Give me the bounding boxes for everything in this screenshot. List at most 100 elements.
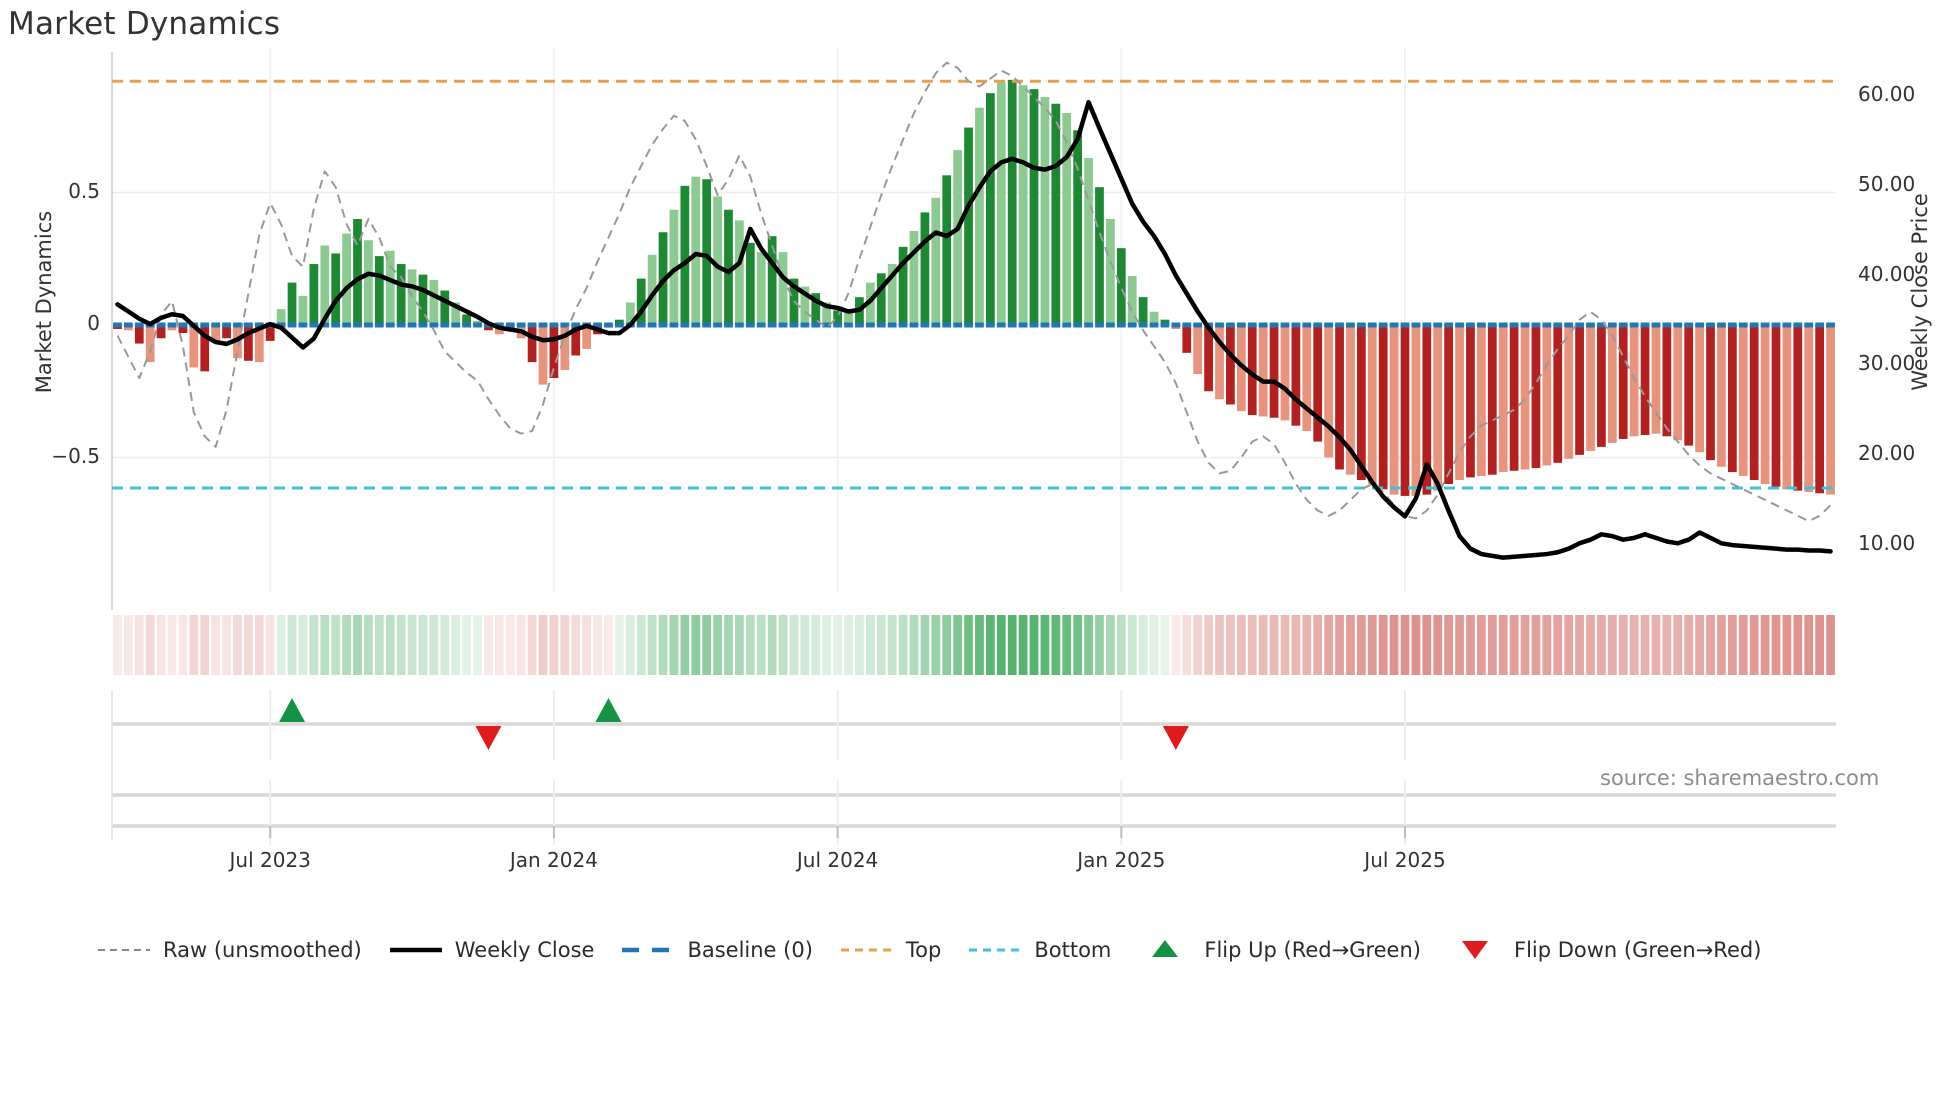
dynamics-bar <box>1487 325 1497 475</box>
heat-strip-cell <box>1193 615 1203 675</box>
heat-strip-cell <box>1727 615 1737 675</box>
dynamics-bar <box>244 325 253 361</box>
heat-strip-cell <box>309 615 319 675</box>
heat-strip-cell <box>713 615 722 675</box>
legend-item-label: Flip Down (Green→Red) <box>1513 938 1762 962</box>
heat-strip-cell <box>1586 615 1595 675</box>
dynamics-bar <box>1411 325 1421 496</box>
y2-axis-tick-label: 50.00 <box>1858 171 1916 196</box>
legend-item[interactable]: Flip Up (Red→Green) <box>1137 938 1421 962</box>
dynamics-bar <box>1007 79 1017 325</box>
dynamics-bar <box>1029 89 1039 326</box>
heat-strip-cell <box>527 615 537 675</box>
legend-item[interactable]: Flip Down (Green→Red) <box>1447 938 1761 962</box>
y-axis-tick-label: 0.5 <box>68 178 100 203</box>
dynamics-bar <box>1586 325 1595 451</box>
heat-strip-cell <box>549 615 559 675</box>
heat-strip-cell <box>473 615 482 675</box>
heat-strip-cell <box>1564 615 1574 675</box>
legend-item[interactable]: Raw (unsmoothed) <box>96 938 362 962</box>
heat-strip-cell <box>287 615 297 675</box>
dynamics-bar <box>953 150 962 325</box>
heat-strip-cell <box>942 615 952 675</box>
heat-strip-cell <box>1302 615 1312 675</box>
heat-strip-cell <box>462 615 471 675</box>
dynamics-bar <box>1258 325 1268 417</box>
flip-up-marker[interactable] <box>279 698 306 722</box>
dynamics-bar <box>527 325 537 363</box>
dynamics-bar <box>745 242 755 325</box>
x-axis-tick-label: Jul 2023 <box>229 848 311 872</box>
dynamics-bar <box>287 282 297 325</box>
heat-strip-cell <box>571 615 581 675</box>
heat-strip-cell <box>1018 615 1028 675</box>
legend-item[interactable]: Top <box>839 938 941 962</box>
legend-item[interactable]: Bottom <box>967 938 1111 962</box>
heat-strip-cell <box>833 615 842 675</box>
dynamics-bar <box>484 325 493 331</box>
heat-strip-cell <box>1182 615 1192 675</box>
dynamics-bar <box>1356 325 1366 481</box>
dynamics-bar <box>1116 248 1126 325</box>
heat-strip-cell <box>1236 615 1246 675</box>
heat-strip-cell <box>844 615 853 675</box>
heat-strip-cell <box>374 615 384 675</box>
heat-strip-cell <box>1062 615 1072 675</box>
y-axis-tick-label: 0 <box>87 311 100 335</box>
heat-strip-cell <box>996 615 1006 675</box>
dynamics-bar <box>865 282 875 325</box>
heat-strip-cell <box>986 615 995 675</box>
dynamics-bar <box>1673 325 1683 441</box>
dynamics-bar <box>1422 325 1432 495</box>
dynamics-bar <box>1193 325 1203 375</box>
dynamics-bar <box>1662 325 1672 437</box>
dashed-gray-line-icon <box>96 938 152 962</box>
dynamics-bar <box>920 212 930 325</box>
dynamics-bar <box>1509 325 1519 471</box>
x-axis-tick-label: Jul 2025 <box>1364 848 1446 872</box>
heat-strip-cell <box>1804 615 1814 675</box>
flip-down-marker[interactable] <box>475 726 502 750</box>
heat-strip-cell <box>1782 615 1792 675</box>
heat-strip-cell <box>1356 615 1366 675</box>
chart-legend: Raw (unsmoothed) Weekly Close Baseline (0)… <box>96 928 1896 972</box>
dynamics-bar <box>1575 325 1584 455</box>
dynamics-bar <box>615 319 624 325</box>
dynamics-bar <box>1760 325 1770 484</box>
flip-up-marker[interactable] <box>595 698 622 722</box>
dynamics-bar <box>440 290 450 325</box>
dynamics-bar <box>1826 325 1835 495</box>
dynamics-bar <box>1727 325 1737 473</box>
heat-strip-cell <box>484 615 493 675</box>
dynamics-bar <box>1073 130 1083 325</box>
heat-strip-cell <box>505 615 515 675</box>
heat-strip-cell <box>735 615 744 675</box>
solid-black-line-icon <box>388 938 444 962</box>
dynamics-bar <box>1247 325 1257 416</box>
dynamics-bar <box>636 278 646 325</box>
heat-strip-cell <box>724 615 733 675</box>
flip-down-marker[interactable] <box>1162 726 1189 750</box>
heat-strip-cell <box>756 615 766 675</box>
y2-axis-tick-label: 30.00 <box>1858 351 1916 376</box>
heat-strip-cell <box>800 615 810 675</box>
heat-strip-cell <box>865 615 875 675</box>
dynamics-bar <box>1749 325 1759 481</box>
dynamics-bar <box>833 310 842 325</box>
dynamics-bar <box>1051 103 1061 325</box>
legend-item[interactable]: Baseline (0) <box>620 938 813 962</box>
dynamics-bar <box>538 325 548 385</box>
heat-strip-cell <box>1498 615 1508 675</box>
legend-item[interactable]: Weekly Close <box>388 938 594 962</box>
dynamics-bar <box>1302 325 1312 431</box>
dynamics-bar <box>1389 325 1399 495</box>
dynamics-bar <box>876 273 886 325</box>
heat-strip-cell <box>1149 615 1159 675</box>
heat-strip-cell <box>1400 615 1410 675</box>
heat-strip-cell <box>658 615 668 675</box>
heat-strip-cell <box>1073 615 1083 675</box>
dynamics-bar <box>898 246 908 325</box>
dynamics-bar <box>342 233 351 325</box>
heat-strip-cell <box>745 615 755 675</box>
dynamics-bar <box>1313 325 1323 442</box>
